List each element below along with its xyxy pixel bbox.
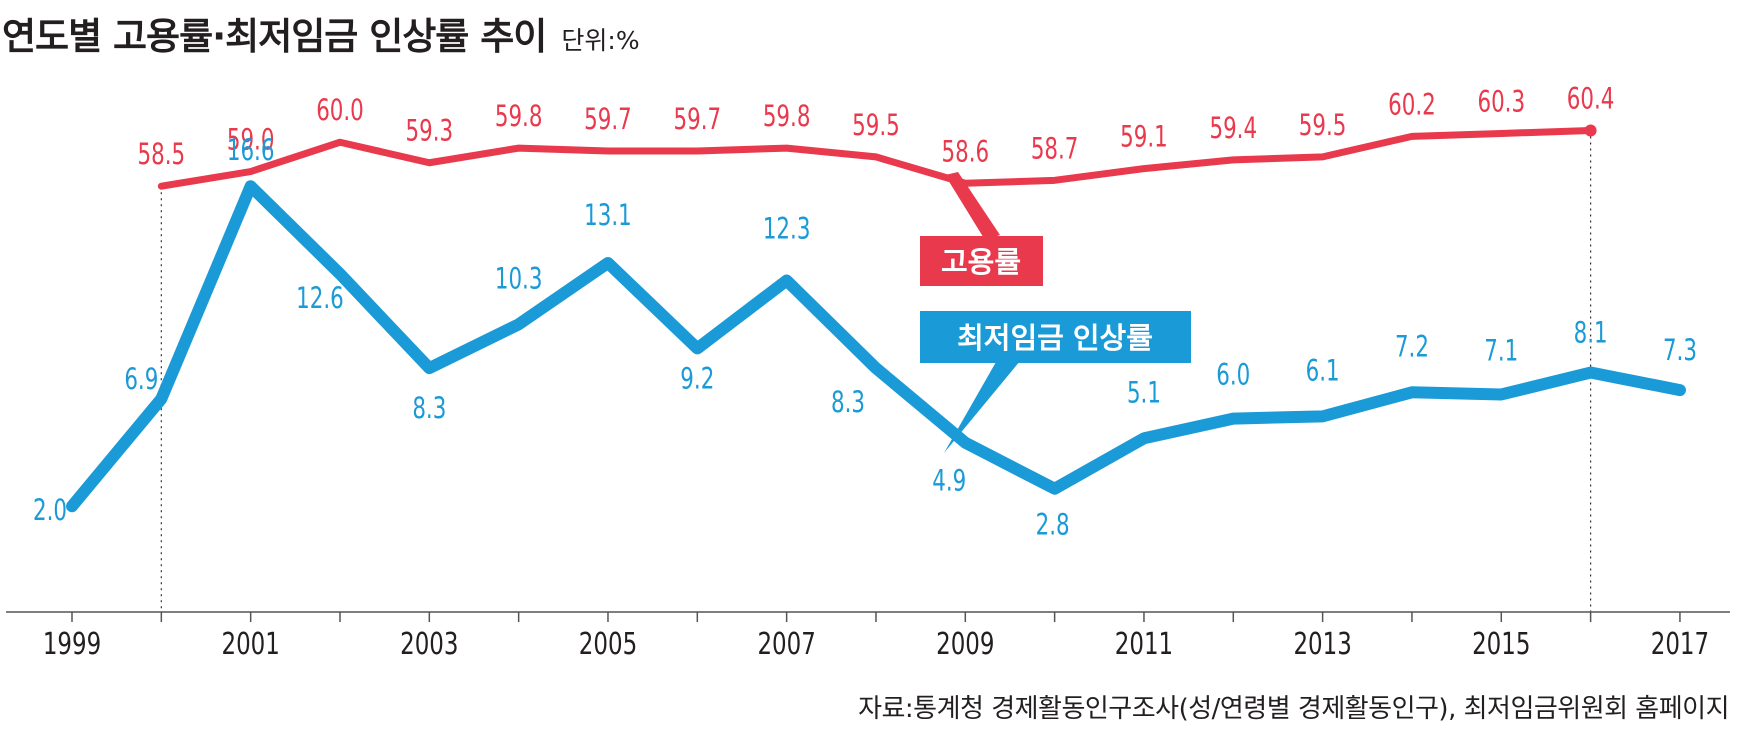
employment-series: 58.5 59.0 60.0 59.3 59.8 59.7 59.7 59.8 59.5 58.6… — [138, 82, 1615, 190]
employment-callout-box — [920, 236, 1043, 286]
min-wage-data-label: 7.3 — [1663, 334, 1697, 368]
min-wage-data-label: 2.0 — [33, 494, 67, 528]
x-tick-label: 1999 — [43, 626, 101, 662]
employment-data-label: 59.8 — [763, 100, 811, 134]
employment-data-label: 58.7 — [1031, 132, 1079, 166]
x-tick-label: 2001 — [221, 626, 279, 662]
employment-data-label: 58.5 — [138, 138, 186, 172]
employment-data-label: 58.6 — [942, 135, 990, 169]
min-wage-data-label: 13.1 — [584, 199, 632, 233]
x-tick-label: 2003 — [400, 626, 458, 662]
min-wage-data-label: 8.1 — [1574, 316, 1608, 350]
employment-callout-pointer — [945, 172, 1000, 240]
x-tick-label: 2011 — [1115, 626, 1173, 662]
employment-data-label: 59.7 — [674, 103, 722, 137]
min-wage-data-label: 7.1 — [1484, 334, 1518, 368]
employment-data-label: 60.2 — [1388, 88, 1436, 122]
min-wage-data-label: 8.3 — [412, 392, 446, 426]
min-wage-data-label: 9.2 — [680, 362, 714, 396]
x-tick-label: 2007 — [757, 626, 815, 662]
employment-data-label: 59.7 — [584, 103, 632, 137]
min-wage-data-label: 12.3 — [763, 212, 811, 246]
employment-data-label: 60.3 — [1477, 85, 1525, 119]
min-wage-callout-text: 최저임금 인상률 — [957, 321, 1153, 355]
min-wage-line — [66, 180, 1686, 513]
min-wage-data-label: 10.3 — [495, 262, 543, 296]
min-wage-callout-pointer — [944, 355, 1025, 453]
min-wage-data-label: 4.9 — [932, 464, 966, 498]
employment-data-label: 59.5 — [1299, 109, 1347, 143]
min-wage-data-label: 8.3 — [831, 386, 865, 420]
employment-data-label: 59.5 — [852, 109, 900, 143]
min-wage-data-label: 6.1 — [1306, 354, 1340, 388]
min-wage-data-label: 12.6 — [296, 282, 344, 316]
unit-label: 단위:% — [561, 26, 640, 55]
min-wage-data-label: 6.9 — [124, 363, 158, 397]
min-wage-data-label: 7.2 — [1395, 330, 1429, 364]
employment-line — [157, 127, 1595, 190]
employment-data-label: 59.8 — [495, 100, 543, 134]
source-note: 자료:통계청 경제활동인구조사(성/연령별 경제활동인구), 최저임금위원회 홈… — [858, 694, 1729, 724]
employment-data-label: 59.3 — [406, 115, 454, 149]
x-tick-label: 2015 — [1472, 626, 1530, 662]
x-tick-label: 2013 — [1293, 626, 1351, 662]
x-tick-label: 2017 — [1651, 626, 1709, 662]
employment-data-label: 59.1 — [1120, 120, 1168, 154]
x-axis: 1999 2001 2003 2005 2007 2009 2011 2013 2015 2017 — [6, 611, 1730, 662]
employment-end-point — [1584, 124, 1597, 137]
employment-callout-text: 고용률 — [941, 245, 1021, 279]
employment-data-label: 59.4 — [1209, 112, 1257, 146]
employment-data-label: 59.0 — [227, 123, 275, 157]
x-tick-label: 2005 — [579, 626, 637, 662]
title-row: 연도별 고용률·최저임금 인상률 추이 단위:% — [2, 6, 640, 60]
employment-data-label: 60.4 — [1567, 82, 1615, 116]
min-wage-data-label: 6.0 — [1216, 358, 1250, 392]
employment-data-label: 60.0 — [316, 94, 364, 128]
x-tick-label: 2009 — [936, 626, 994, 662]
chart-title: 연도별 고용률·최저임금 인상률 추이 — [2, 15, 547, 58]
min-wage-data-label: 2.8 — [1036, 508, 1070, 542]
min-wage-data-label: 5.1 — [1127, 376, 1161, 410]
min-wage-data-label: 16.6 — [227, 134, 275, 168]
min-wage-callout-box — [920, 311, 1191, 363]
min-wage-series: 2.0 6.9 16.6 12.6 8.3 10.3 13.1 9.2 12.3 8.3 4.9 2.… — [33, 134, 1697, 542]
